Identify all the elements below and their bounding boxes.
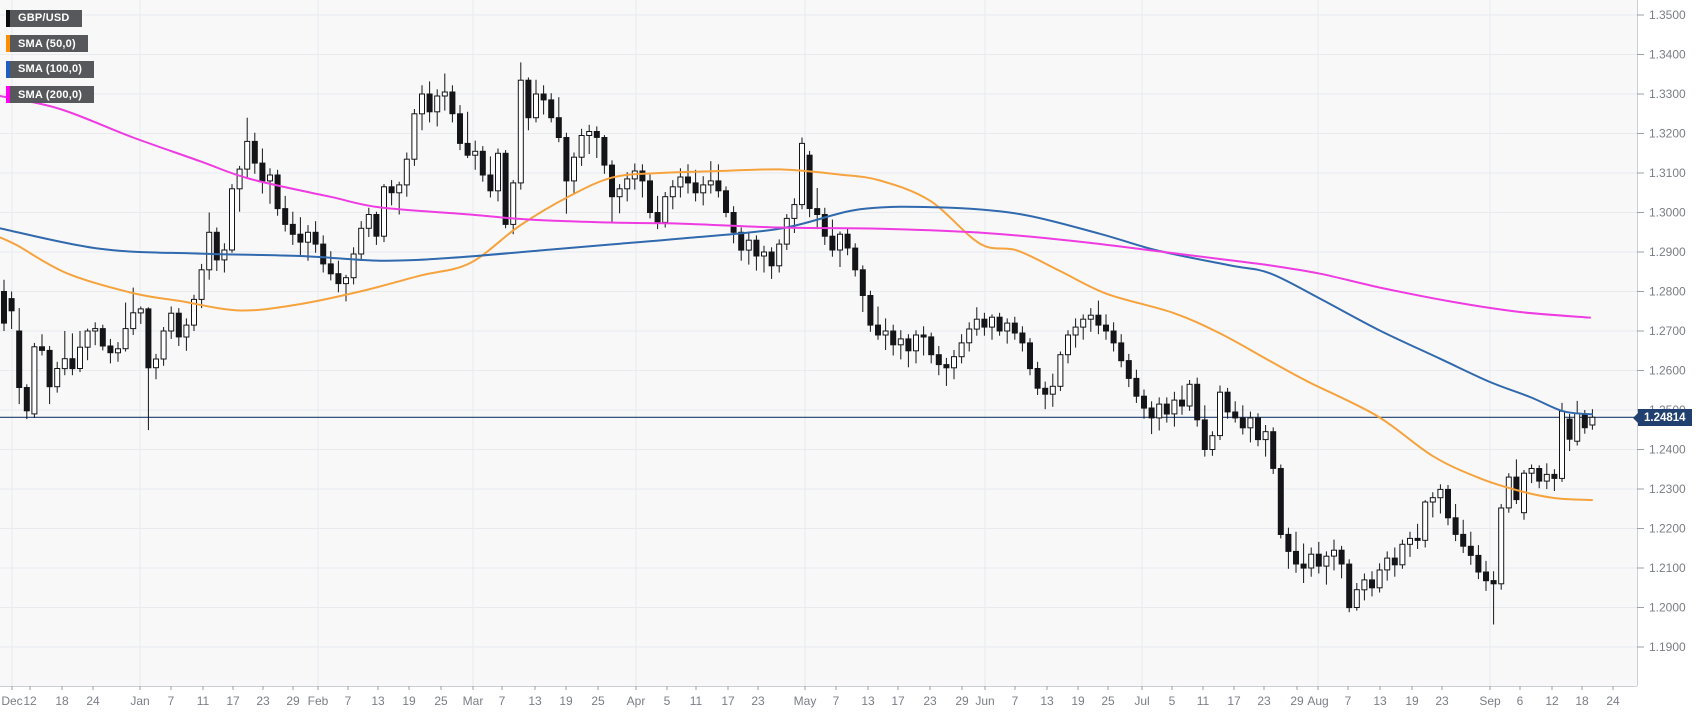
svg-text:11: 11	[197, 694, 210, 708]
svg-text:29: 29	[1290, 694, 1304, 708]
svg-text:6: 6	[1517, 694, 1524, 708]
svg-text:1.3400: 1.3400	[1649, 48, 1686, 62]
svg-text:29: 29	[286, 694, 300, 708]
svg-text:19: 19	[1071, 694, 1085, 708]
svg-text:13: 13	[861, 694, 875, 708]
sma100-line	[0, 205, 1593, 416]
svg-text:17: 17	[226, 694, 240, 708]
svg-text:7: 7	[833, 694, 840, 708]
svg-text:5: 5	[1169, 694, 1176, 708]
legend-sma100[interactable]: SMA (100,0)	[6, 60, 95, 78]
svg-text:19: 19	[559, 694, 573, 708]
plot-area[interactable]	[0, 0, 1637, 686]
svg-text:1.2200: 1.2200	[1649, 522, 1686, 536]
svg-text:7: 7	[499, 694, 506, 708]
svg-text:18: 18	[1575, 694, 1589, 708]
svg-text:May: May	[794, 694, 817, 708]
svg-text:1.2900: 1.2900	[1649, 245, 1686, 259]
svg-text:Jul: Jul	[1134, 694, 1149, 708]
svg-text:7: 7	[1345, 694, 1352, 708]
svg-text:Feb: Feb	[308, 694, 329, 708]
plot-border	[0, 0, 1638, 687]
legend-row-sma100: SMA (100,0)	[6, 59, 95, 78]
svg-text:13: 13	[1373, 694, 1387, 708]
svg-text:23: 23	[1435, 694, 1449, 708]
time-axis-labels: Dec 12 18 24 Jan 7 11 17 23 29 Feb 7 13 19 25 Mar 7 13 19 2…	[1, 686, 1620, 708]
svg-text:7: 7	[345, 694, 352, 708]
svg-text:25: 25	[591, 694, 605, 708]
legend-row-symbol: GBP/USD	[6, 8, 94, 27]
current-price-label: 1.24814	[1638, 409, 1692, 426]
svg-text:13: 13	[371, 694, 385, 708]
svg-text:12: 12	[1545, 694, 1559, 708]
svg-text:7: 7	[1012, 694, 1019, 708]
svg-text:13: 13	[528, 694, 542, 708]
svg-text:23: 23	[751, 694, 765, 708]
svg-text:Apr: Apr	[627, 694, 646, 708]
svg-text:29: 29	[955, 694, 969, 708]
legend-sma50[interactable]: SMA (50,0)	[6, 35, 88, 52]
svg-text:13: 13	[1040, 694, 1054, 708]
svg-text:1.2400: 1.2400	[1649, 443, 1686, 457]
sma200-line	[0, 95, 1591, 319]
svg-text:11: 11	[690, 694, 703, 708]
svg-text:1.3100: 1.3100	[1649, 166, 1686, 180]
candlestick-series	[1, 62, 1596, 625]
legend-row-sma200: SMA (200,0)	[6, 85, 95, 103]
svg-text:23: 23	[256, 694, 270, 708]
svg-text:23: 23	[923, 694, 937, 708]
svg-text:1.2700: 1.2700	[1649, 324, 1686, 338]
svg-text:1.2800: 1.2800	[1649, 285, 1686, 299]
svg-text:1.3500: 1.3500	[1649, 8, 1686, 22]
legend-symbol-gbpusd[interactable]: GBP/USD	[6, 9, 82, 27]
svg-text:25: 25	[1101, 694, 1115, 708]
svg-text:17: 17	[721, 694, 735, 708]
svg-text:Aug: Aug	[1307, 694, 1328, 708]
svg-text:11: 11	[1197, 694, 1210, 708]
legend-row-sma50: SMA (50,0)	[6, 34, 94, 52]
svg-text:23: 23	[1257, 694, 1271, 708]
svg-text:1.2100: 1.2100	[1649, 561, 1686, 575]
price-axis-labels: 1.19001.20001.21001.22001.23001.24001.25…	[1637, 8, 1686, 654]
svg-text:12: 12	[23, 694, 37, 708]
svg-text:1.1900: 1.1900	[1649, 640, 1686, 654]
svg-text:1.2600: 1.2600	[1649, 364, 1686, 378]
svg-text:18: 18	[55, 694, 69, 708]
svg-text:1.3300: 1.3300	[1649, 87, 1686, 101]
svg-text:17: 17	[891, 694, 905, 708]
legend-sma200[interactable]: SMA (200,0)	[6, 86, 95, 103]
svg-text:1.3200: 1.3200	[1649, 127, 1686, 141]
svg-text:Jun: Jun	[975, 694, 994, 708]
svg-text:1.3000: 1.3000	[1649, 206, 1686, 220]
svg-text:25: 25	[434, 694, 448, 708]
svg-text:Dec: Dec	[1, 694, 22, 708]
sma50-line	[0, 168, 1593, 502]
svg-text:7: 7	[168, 694, 175, 708]
svg-text:Jan: Jan	[130, 694, 149, 708]
svg-text:17: 17	[1227, 694, 1241, 708]
svg-text:1.2000: 1.2000	[1649, 601, 1686, 615]
svg-text:19: 19	[402, 694, 416, 708]
svg-text:19: 19	[1405, 694, 1419, 708]
gridlines	[0, 0, 1637, 686]
svg-text:1.2300: 1.2300	[1649, 482, 1686, 496]
svg-text:24: 24	[86, 694, 100, 708]
svg-text:Sep: Sep	[1479, 694, 1501, 708]
svg-text:24: 24	[1606, 694, 1620, 708]
chart-legend: GBP/USD SMA (50,0) SMA (100,0) SMA (200,…	[6, 8, 95, 110]
svg-text:Mar: Mar	[463, 694, 484, 708]
svg-text:5: 5	[664, 694, 671, 708]
